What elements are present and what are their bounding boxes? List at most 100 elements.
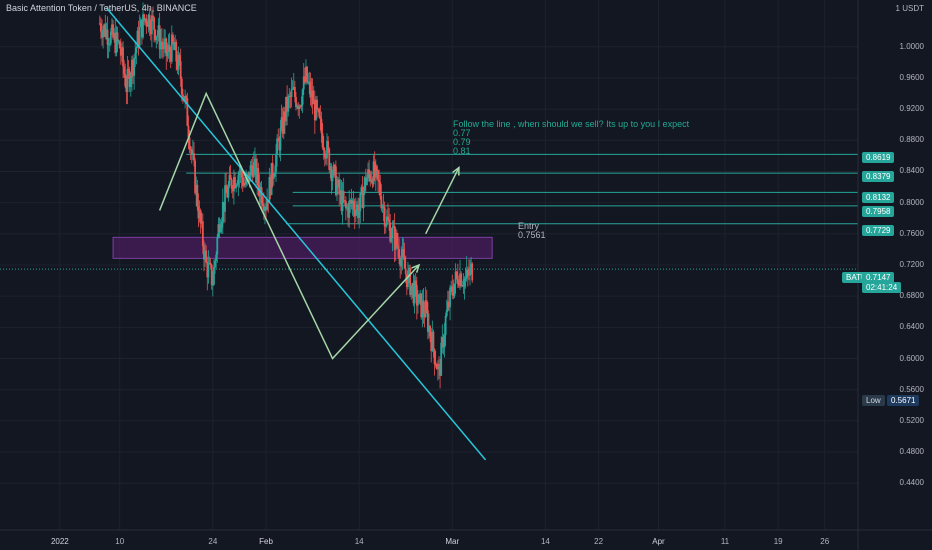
candle-body [429,326,432,337]
candle-body [317,109,320,111]
candle-body [339,190,342,195]
candle-body [272,176,275,179]
candle-body [134,53,137,59]
candle-body [468,272,470,276]
level-tag-0.7729: 0.7729 [862,225,895,236]
candle-body [260,187,263,204]
candle-body [301,89,304,105]
candle-body [322,147,325,151]
candle-body [293,86,296,97]
candle-body [449,287,451,308]
candle-body [334,166,337,195]
candle-body [252,162,255,177]
candle-body [442,337,445,348]
candle-body [431,331,434,352]
target-2: 0.79 [453,137,471,147]
candle-body [358,211,361,219]
candle-body [426,310,429,332]
candle-body [244,182,246,185]
candle-body [471,263,474,281]
candle-body [168,45,171,53]
x-tick-label: 11 [720,537,730,546]
candle-body [213,267,215,285]
candle-body [101,31,103,38]
candle-body [247,172,250,177]
candle-body [401,249,404,258]
candle-body [400,257,403,267]
candle-body [394,232,397,250]
candle-body [312,99,315,105]
candle-body [469,267,471,276]
candle-body [297,105,300,110]
candle-body [138,26,141,46]
candle-body [363,177,366,191]
x-tick-label: 10 [115,537,125,546]
candle-body [176,61,179,70]
candle-body [223,201,225,212]
candle-body [123,66,126,75]
candle-body [307,81,310,83]
candle-body [329,166,332,171]
candle-body [173,41,175,50]
candle-body [296,105,298,108]
candle-body [226,192,229,198]
candle-body [175,42,178,62]
candle-body [413,280,416,304]
candle-body [298,105,301,110]
candle-body [211,284,214,286]
candle-body [165,38,168,57]
candle-body [375,165,378,171]
candle-body [261,203,264,207]
candle-body [172,34,174,42]
candle-body [361,187,364,209]
candle-body [150,15,153,35]
candle-body [338,179,341,195]
candle-body [102,29,104,38]
candle-body [470,263,473,268]
candle-body [191,153,194,155]
candle-body [177,55,180,70]
candle-body [206,261,209,278]
candle-body [159,41,162,50]
candle-body [236,184,239,186]
projection-arrowhead [452,166,460,176]
x-tick-label: 14 [354,537,364,546]
entry-value: 0.7561 [518,230,546,240]
candle-body [348,200,351,218]
candle-body [388,219,390,223]
candle-body [351,200,354,204]
candle-body [256,168,259,183]
currency-label[interactable]: 1 USDT [895,4,924,13]
candle-body [248,172,251,182]
candle-body [128,71,131,88]
candle-body [116,32,119,42]
candle-body [99,23,102,32]
candle-body [295,96,297,108]
entry-note[interactable]: Entry 0.7561 [518,222,546,240]
trendline [105,7,487,461]
candle-body [285,96,287,122]
candle-body [190,149,193,155]
candle-body [124,74,127,87]
candle-body [464,278,467,280]
candle-body [111,24,113,32]
candle-body [393,226,396,250]
strategy-note[interactable]: Follow the line , when should we sell? I… [453,120,689,156]
candle-body [316,99,318,110]
candle-body [112,24,114,38]
candle-body [412,283,415,304]
candle-body [319,116,322,120]
candle-body [325,157,327,159]
candle-body [251,167,254,177]
candle-body [98,23,101,25]
y-tick-label: 0.5200 [899,415,924,425]
candle-body [466,269,469,273]
candle-body [382,206,385,208]
candle-body [291,88,294,90]
candle-body [232,177,235,192]
candle-body [414,280,417,286]
candle-body [460,273,463,287]
candle-body [458,284,460,286]
